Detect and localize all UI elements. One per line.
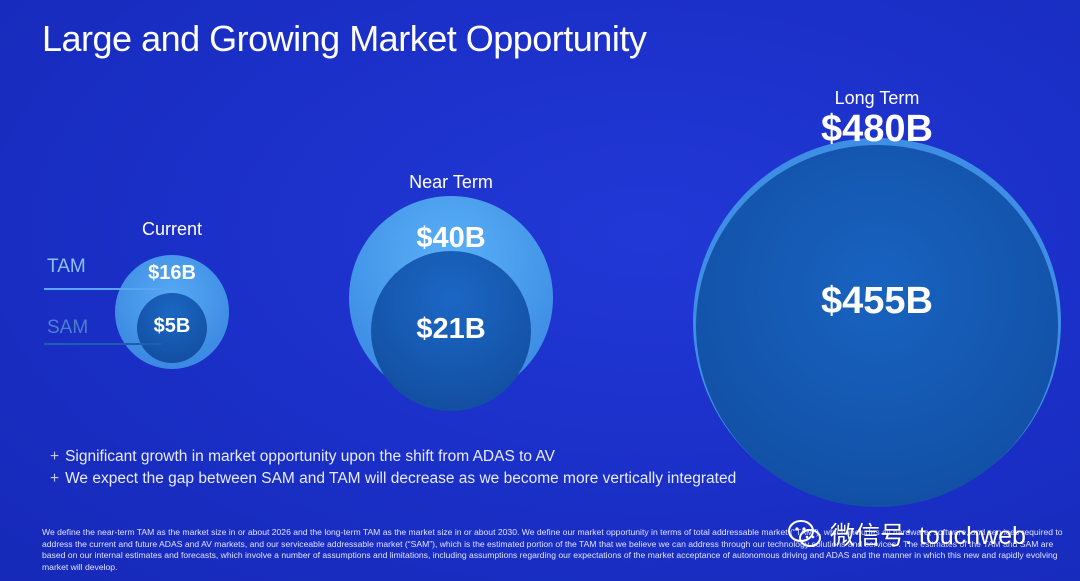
near-term-sam-circle (371, 251, 531, 411)
legend-sam-line (44, 343, 162, 345)
near-term-sam-value: $21B (416, 313, 486, 345)
current-group-label: Current (141, 219, 203, 239)
legend-tam-label: TAM (47, 256, 86, 277)
wechat-icon (788, 520, 821, 547)
wechat-watermark: 微信号: touchweb (788, 512, 1026, 556)
long-term-sam-value: $455B (821, 280, 933, 322)
bullet-item: + We expect the gap between SAM and TAM w… (50, 470, 737, 487)
current-tam-value: $16B (148, 262, 196, 284)
bullet-list: + Significant growth in market opportunit… (50, 446, 736, 490)
near-term-tam-value: $40B (416, 222, 486, 254)
legend-sam-label: SAM (47, 317, 89, 338)
long-term-tam-value: $480B (821, 108, 933, 150)
slide-title: Large and Growing Market Opportunity (42, 18, 647, 59)
current-sam-value: $5B (153, 315, 191, 337)
bullet-item: + Significant growth in market opportunit… (50, 448, 556, 465)
bullet-text: Significant growth in market opportunity… (65, 448, 556, 465)
near-term-group-label: Near Term (409, 172, 493, 192)
footnote-disclaimer: We define the near-term TAM as the marke… (42, 527, 1063, 572)
current-sam-circle (137, 293, 207, 363)
bullet-text: We expect the gap between SAM and TAM wi… (65, 470, 737, 487)
long-term-sam-circle (696, 145, 1058, 507)
long-term-group-label: Long Term (834, 88, 920, 108)
watermark-text: 微信号: touchweb (830, 522, 1026, 550)
legend-tam-line (44, 288, 162, 290)
